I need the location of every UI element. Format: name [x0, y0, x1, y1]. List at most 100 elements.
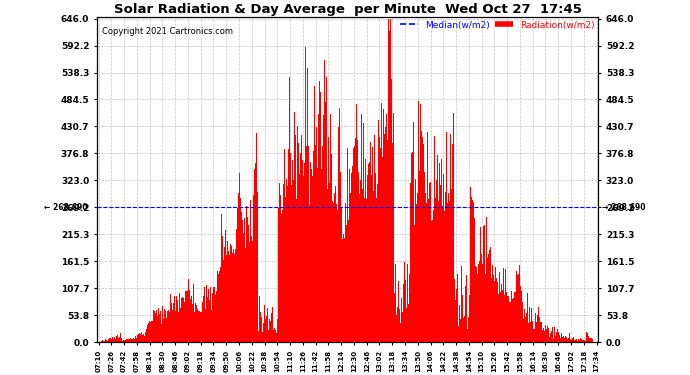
Bar: [417, 193, 418, 342]
Bar: [585, 340, 586, 342]
Bar: [277, 319, 278, 342]
Bar: [341, 207, 342, 342]
Bar: [464, 316, 465, 342]
Bar: [286, 178, 287, 342]
Bar: [450, 134, 451, 342]
Bar: [415, 210, 416, 342]
Bar: [573, 338, 574, 342]
Bar: [191, 296, 192, 342]
Bar: [371, 176, 373, 342]
Bar: [230, 244, 231, 342]
Bar: [266, 316, 267, 342]
Bar: [142, 335, 143, 342]
Bar: [235, 249, 236, 342]
Bar: [305, 46, 306, 342]
Bar: [321, 169, 322, 342]
Bar: [152, 322, 153, 342]
Bar: [161, 324, 162, 342]
Bar: [275, 331, 277, 342]
Bar: [515, 292, 516, 342]
Bar: [272, 313, 273, 342]
Bar: [474, 218, 475, 342]
Bar: [268, 330, 269, 342]
Bar: [190, 299, 191, 342]
Bar: [496, 278, 497, 342]
Bar: [325, 102, 326, 342]
Bar: [572, 338, 573, 342]
Bar: [210, 287, 211, 342]
Bar: [209, 300, 210, 342]
Bar: [102, 340, 103, 342]
Bar: [136, 338, 137, 342]
Bar: [473, 202, 474, 342]
Bar: [237, 208, 238, 342]
Bar: [348, 220, 349, 342]
Bar: [445, 192, 446, 342]
Bar: [169, 312, 170, 342]
Bar: [470, 187, 471, 342]
Bar: [544, 332, 545, 342]
Bar: [171, 303, 172, 342]
Bar: [199, 297, 201, 342]
Bar: [577, 341, 578, 342]
Bar: [410, 183, 411, 342]
Bar: [524, 309, 525, 342]
Text: ← 268.690: ← 268.690: [44, 203, 88, 212]
Bar: [383, 109, 384, 342]
Bar: [461, 266, 462, 342]
Bar: [459, 291, 460, 342]
Bar: [436, 180, 437, 342]
Bar: [312, 161, 313, 342]
Bar: [343, 234, 344, 342]
Bar: [338, 127, 339, 342]
Bar: [370, 142, 371, 342]
Bar: [469, 295, 470, 342]
Bar: [411, 171, 413, 342]
Bar: [188, 279, 189, 342]
Bar: [234, 254, 235, 342]
Bar: [374, 135, 375, 342]
Bar: [391, 39, 393, 342]
Bar: [490, 248, 491, 342]
Bar: [394, 293, 395, 342]
Bar: [465, 286, 466, 342]
Bar: [533, 329, 534, 342]
Bar: [580, 338, 581, 342]
Bar: [206, 285, 207, 342]
Bar: [174, 296, 175, 342]
Bar: [249, 242, 250, 342]
Bar: [184, 302, 186, 342]
Bar: [403, 284, 404, 342]
Bar: [576, 339, 577, 342]
Bar: [149, 321, 150, 342]
Bar: [518, 274, 519, 342]
Bar: [571, 340, 572, 342]
Bar: [351, 196, 353, 342]
Bar: [497, 282, 498, 342]
Bar: [431, 220, 433, 342]
Bar: [197, 309, 198, 342]
Bar: [287, 186, 288, 342]
Bar: [566, 338, 567, 342]
Bar: [270, 313, 272, 342]
Bar: [498, 294, 499, 342]
Bar: [443, 246, 444, 342]
Bar: [243, 233, 244, 342]
Bar: [144, 334, 146, 342]
Bar: [228, 251, 229, 342]
Bar: [259, 320, 260, 342]
Bar: [226, 255, 227, 342]
Bar: [108, 340, 109, 342]
Bar: [385, 127, 386, 342]
Bar: [489, 251, 490, 342]
Bar: [561, 333, 562, 342]
Bar: [203, 296, 204, 342]
Bar: [146, 328, 147, 342]
Bar: [307, 68, 308, 342]
Bar: [242, 220, 243, 342]
Bar: [124, 339, 126, 342]
Bar: [267, 308, 268, 342]
Bar: [568, 338, 569, 342]
Bar: [217, 272, 218, 342]
Bar: [356, 104, 357, 342]
